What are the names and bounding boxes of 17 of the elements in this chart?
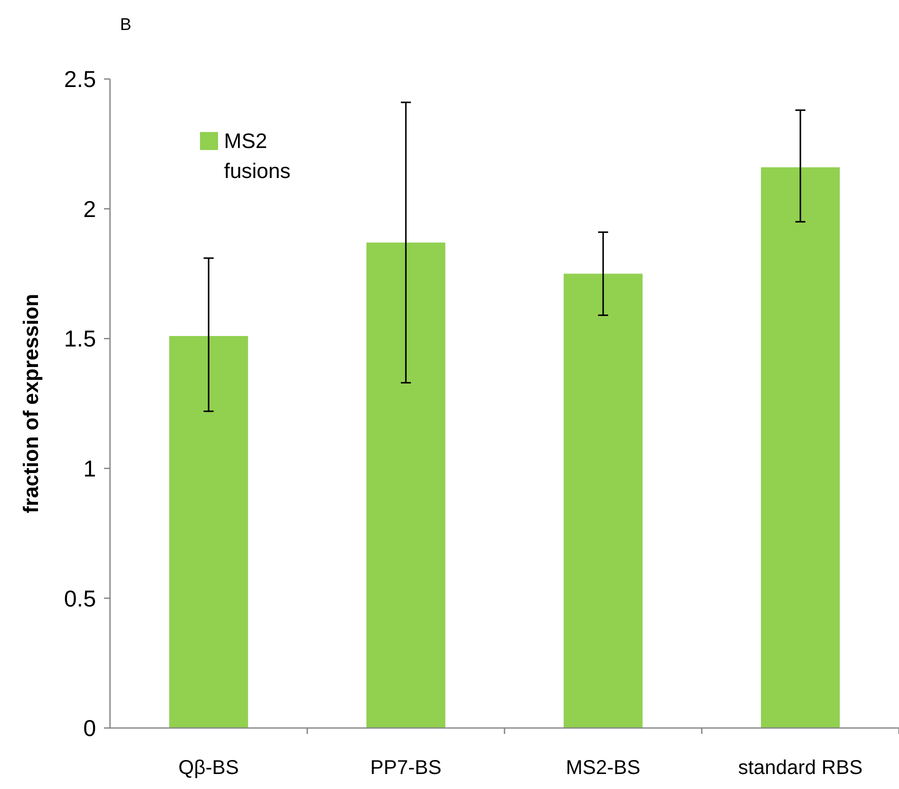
y-axis-title: fraction of expression — [20, 294, 43, 514]
bar — [760, 167, 840, 728]
y-tick-label: 0.5 — [64, 585, 96, 612]
y-tick-label: 1 — [83, 455, 96, 482]
x-tick-label: standard RBS — [738, 757, 863, 779]
y-tick-label: 2 — [83, 196, 96, 222]
bar — [169, 336, 248, 728]
y-tick-label: 0 — [83, 715, 96, 742]
x-tick-label: MS2-BS — [566, 757, 640, 779]
text: B — [120, 15, 132, 34]
x-tick-label: Qβ-BS — [178, 757, 239, 779]
x-tick-label: PP7-BS — [370, 757, 442, 779]
y-tick-label: 2.5 — [64, 66, 96, 92]
legend-label: MS2 fusions — [224, 130, 291, 183]
y-tick-label: 1.5 — [64, 326, 96, 352]
bar — [366, 242, 446, 728]
bar — [564, 274, 643, 728]
